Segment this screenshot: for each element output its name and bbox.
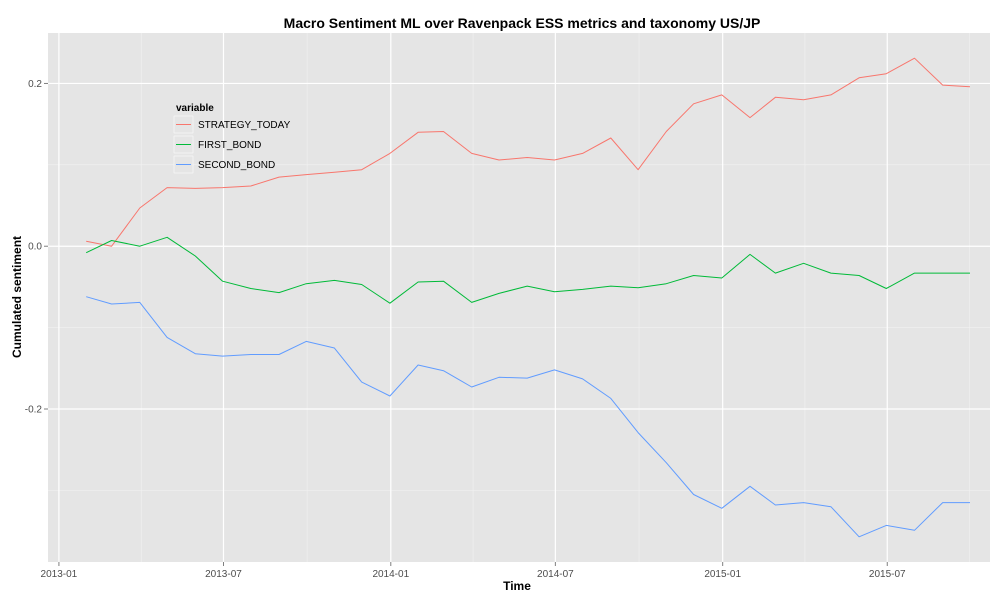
legend-label: STRATEGY_TODAY (198, 120, 291, 131)
y-tick-label: 0.2 (28, 79, 42, 90)
legend-label: FIRST_BOND (198, 140, 261, 151)
x-tick-label: 2015-07 (869, 569, 906, 580)
x-tick-label: 2014-07 (537, 569, 574, 580)
x-axis-title: Time (503, 579, 531, 593)
y-axis-title: Cumulated sentiment (10, 236, 24, 358)
chart-title: Macro Sentiment ML over Ravenpack ESS me… (284, 15, 761, 31)
x-tick-label: 2013-07 (205, 569, 242, 580)
y-axis: -0.2 0.0 0.2 (25, 79, 48, 415)
series-line-second-bond (86, 296, 970, 538)
legend: variable STRATEGY_TODAY FIRST_BOND SECOND_… (173, 103, 291, 174)
legend-label: SECOND_BOND (198, 160, 275, 171)
x-tick-label: 2015-01 (704, 569, 741, 580)
legend-title: variable (176, 103, 214, 114)
x-axis: 2013-01 2013-07 2014-01 2014-07 2015-01 2015-… (41, 562, 906, 580)
series-lines (85, 57, 971, 538)
y-tick-label: -0.2 (25, 404, 43, 415)
y-tick-label: 0.0 (28, 242, 42, 253)
grid-minor (48, 33, 990, 562)
series-line-first-bond (85, 236, 970, 304)
plot-panel (48, 33, 990, 562)
x-tick-label: 2013-01 (41, 569, 78, 580)
x-tick-label: 2014-01 (372, 569, 409, 580)
series-line-strategy-today (86, 57, 971, 247)
grid-major (48, 33, 990, 562)
